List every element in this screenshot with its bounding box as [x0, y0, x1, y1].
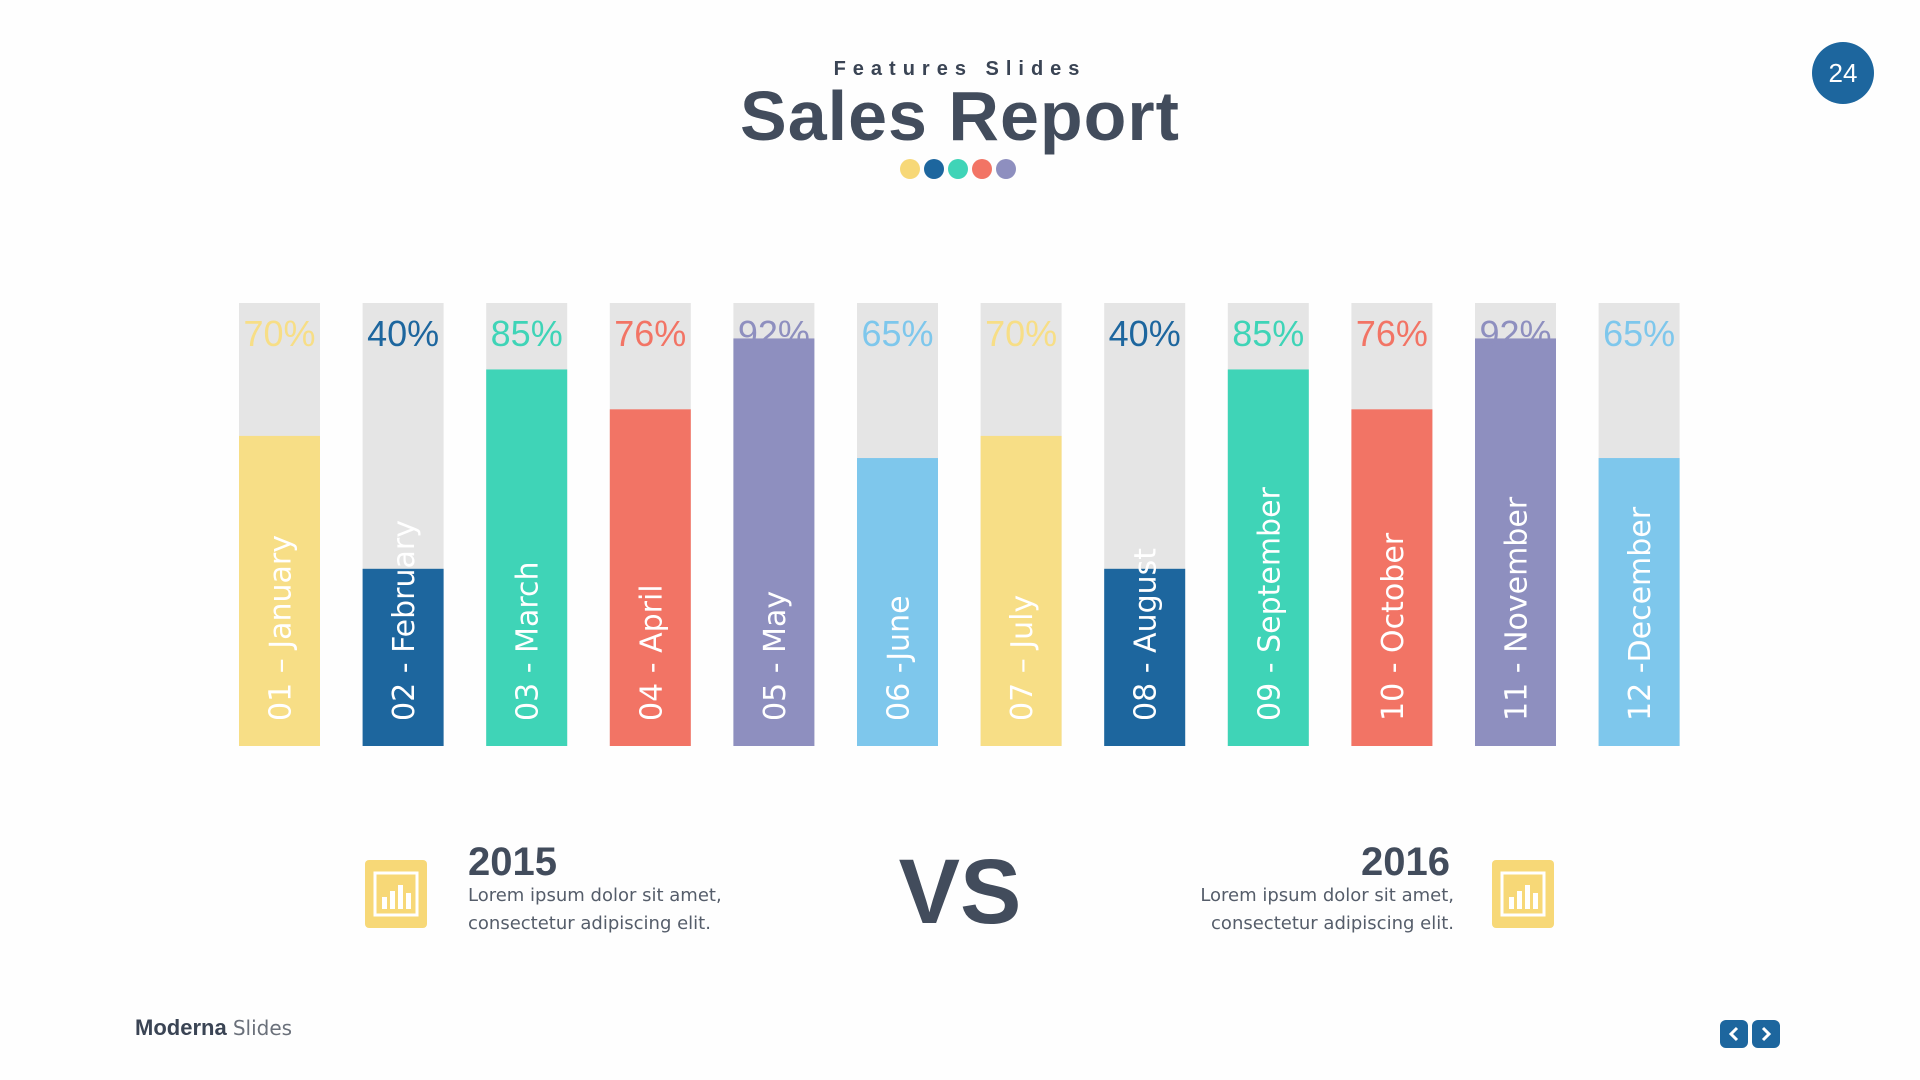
bar-chart-icon	[365, 860, 427, 928]
year-2016: 2016	[1361, 840, 1450, 884]
vs-label: VS	[898, 841, 1022, 943]
bar	[362, 568, 444, 746]
chevron-left-icon	[1728, 1026, 1739, 1042]
sales-bar-chart: 70% 01 – January 40% 02 - February 85% 03 - M…	[239, 303, 1680, 746]
category-label: 12 -December	[1623, 506, 1658, 721]
description-line: consectetur adipiscing elit.	[1211, 913, 1454, 934]
year-comparison: 2015 Lorem ipsum dolor sit amet, consect…	[0, 820, 1920, 960]
description-line: Lorem ipsum dolor sit amet,	[1200, 885, 1454, 906]
data-label: 85%	[1232, 313, 1304, 354]
bar-chart-icon	[1492, 860, 1554, 928]
category-label: 02 - February	[387, 520, 422, 721]
bar	[609, 409, 691, 746]
data-label: 40%	[367, 313, 439, 354]
dot-icon	[924, 159, 944, 179]
brand-name: Moderna	[135, 1015, 227, 1040]
bar	[239, 435, 320, 746]
bar	[1227, 369, 1309, 746]
next-slide-button[interactable]	[1752, 1020, 1780, 1048]
slide-navigation	[1720, 1020, 1780, 1048]
data-label: 92%	[738, 313, 810, 354]
data-label: 65%	[861, 313, 933, 354]
category-label: 05 - May	[758, 591, 793, 721]
chevron-right-icon	[1761, 1026, 1772, 1042]
data-label: 85%	[491, 313, 563, 354]
category-label: 10 - October	[1376, 532, 1411, 721]
bar	[1104, 568, 1186, 746]
data-label: 76%	[614, 313, 686, 354]
data-label: 76%	[1356, 313, 1428, 354]
slide-header: Features Slides Sales Report	[0, 0, 1920, 190]
data-label: 70%	[985, 313, 1057, 354]
dot-icon	[996, 159, 1016, 179]
year-2015: 2015	[468, 840, 557, 884]
data-label: 40%	[1109, 313, 1181, 354]
bar	[1475, 338, 1556, 746]
category-label: 04 - April	[634, 584, 669, 721]
bar	[1351, 409, 1433, 746]
category-label: 06 -June	[882, 595, 917, 721]
category-label: 01 – January	[264, 535, 299, 721]
data-label: 92%	[1479, 313, 1551, 354]
data-label: 70%	[243, 313, 315, 354]
dot-icon	[900, 159, 920, 179]
slide-subtitle: Features Slides	[833, 58, 1087, 80]
bar	[1598, 458, 1680, 746]
description-line: consectetur adipiscing elit.	[468, 913, 711, 934]
slide-title: Sales Report	[740, 77, 1180, 155]
category-label: 07 – July	[1005, 595, 1040, 721]
data-label: 65%	[1603, 313, 1675, 354]
brand-suffix: Slides	[232, 1016, 293, 1040]
category-label: 09 - September	[1252, 486, 1287, 721]
category-label: 11 - November	[1500, 496, 1535, 721]
previous-slide-button[interactable]	[1720, 1020, 1748, 1048]
bar	[857, 458, 938, 746]
dot-icon	[948, 159, 968, 179]
description-2016: Lorem ipsum dolor sit amet, consectetur …	[1150, 882, 1454, 938]
bar	[980, 435, 1062, 746]
dot-icon	[972, 159, 992, 179]
bar	[486, 369, 568, 746]
category-label: 03 - March	[511, 561, 546, 721]
page-number-badge: 24	[1812, 42, 1874, 104]
description-line: Lorem ipsum dolor sit amet,	[468, 885, 722, 906]
description-2015: Lorem ipsum dolor sit amet, consectetur …	[468, 882, 722, 938]
decorative-dots	[900, 159, 1016, 179]
category-label: 08 - August	[1129, 548, 1164, 721]
footer-brand: Moderna Slides	[135, 1015, 292, 1041]
bar	[733, 338, 815, 746]
